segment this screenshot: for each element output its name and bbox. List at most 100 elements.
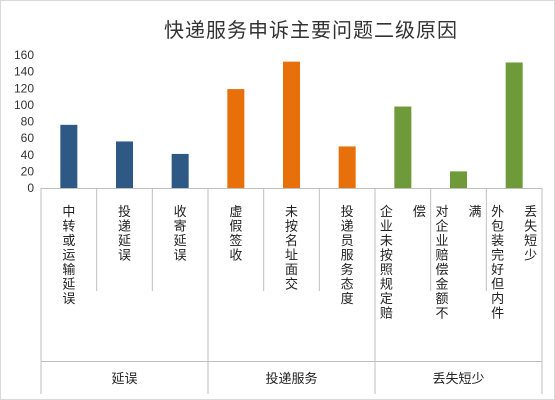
svg-text:收: 收 bbox=[174, 205, 187, 220]
svg-text:投: 投 bbox=[118, 204, 131, 220]
svg-text:延: 延 bbox=[118, 234, 131, 249]
svg-text:未: 未 bbox=[380, 234, 393, 249]
chart-title: 快递服务申诉主要问题二级原因 bbox=[164, 18, 458, 42]
svg-text:延: 延 bbox=[174, 234, 187, 249]
bar bbox=[394, 106, 412, 188]
svg-text:外: 外 bbox=[491, 205, 504, 220]
group-labels: 延误 投递服务 丢失短少 bbox=[111, 371, 484, 387]
svg-text:员: 员 bbox=[341, 234, 354, 249]
svg-text:输: 输 bbox=[62, 262, 75, 278]
bar bbox=[116, 141, 133, 188]
svg-text:照: 照 bbox=[380, 263, 393, 278]
svg-text:偿: 偿 bbox=[413, 205, 426, 220]
y-axis: 0 20 40 60 80 100 120 140 160 bbox=[14, 48, 34, 195]
svg-text:递: 递 bbox=[118, 220, 131, 235]
bars bbox=[60, 61, 523, 189]
category-labels: 中转或运输延误投递延误收寄延误虚假签收未按名址面交投递员服务态度企业未按照规定赔… bbox=[62, 204, 537, 322]
svg-text:对: 对 bbox=[435, 205, 448, 220]
bar bbox=[227, 89, 245, 188]
group-label: 延误 bbox=[111, 372, 137, 387]
svg-text:投: 投 bbox=[341, 204, 354, 220]
svg-text:好: 好 bbox=[491, 263, 504, 278]
svg-text:偿: 偿 bbox=[435, 263, 448, 278]
bar bbox=[338, 146, 356, 188]
svg-text:丢: 丢 bbox=[524, 205, 537, 220]
svg-text:递: 递 bbox=[341, 220, 354, 235]
svg-text:寄: 寄 bbox=[174, 219, 187, 235]
y-tick-label: 40 bbox=[21, 148, 35, 162]
svg-text:名: 名 bbox=[285, 233, 298, 249]
svg-text:态: 态 bbox=[341, 278, 354, 293]
svg-text:赔: 赔 bbox=[435, 249, 448, 264]
svg-text:误: 误 bbox=[174, 249, 187, 264]
svg-text:交: 交 bbox=[285, 277, 298, 293]
svg-text:延: 延 bbox=[62, 278, 75, 293]
svg-text:企: 企 bbox=[435, 219, 448, 235]
svg-text:短: 短 bbox=[524, 234, 537, 249]
svg-text:失: 失 bbox=[524, 220, 537, 235]
svg-text:赔: 赔 bbox=[380, 307, 393, 322]
y-tick-label: 120 bbox=[14, 81, 34, 95]
svg-text:务: 务 bbox=[341, 262, 354, 278]
group-label: 丢失短少 bbox=[432, 372, 484, 387]
svg-text:误: 误 bbox=[118, 249, 131, 264]
svg-text:运: 运 bbox=[62, 249, 75, 264]
bar bbox=[283, 61, 300, 188]
svg-text:完: 完 bbox=[491, 249, 504, 264]
svg-text:或: 或 bbox=[62, 234, 75, 249]
svg-text:业: 业 bbox=[380, 220, 393, 235]
svg-text:虚: 虚 bbox=[229, 205, 242, 220]
svg-text:满: 满 bbox=[468, 205, 481, 220]
svg-text:但: 但 bbox=[491, 278, 504, 293]
y-tick-label: 160 bbox=[14, 48, 34, 62]
svg-text:未: 未 bbox=[285, 205, 298, 220]
svg-text:件: 件 bbox=[491, 307, 504, 322]
svg-text:转: 转 bbox=[62, 220, 75, 235]
bar bbox=[171, 153, 189, 188]
svg-text:额: 额 bbox=[435, 292, 448, 307]
svg-text:不: 不 bbox=[435, 307, 448, 322]
svg-text:址: 址 bbox=[285, 249, 298, 264]
svg-text:收: 收 bbox=[229, 249, 242, 264]
bar bbox=[60, 124, 78, 188]
group-label: 投递服务 bbox=[265, 371, 317, 387]
svg-text:服: 服 bbox=[341, 249, 354, 264]
svg-text:业: 业 bbox=[435, 234, 448, 249]
svg-text:金: 金 bbox=[435, 277, 448, 293]
y-tick-label: 0 bbox=[27, 181, 34, 195]
svg-text:少: 少 bbox=[524, 249, 537, 264]
svg-text:假: 假 bbox=[229, 220, 242, 235]
svg-text:内: 内 bbox=[491, 291, 504, 307]
svg-text:中: 中 bbox=[62, 205, 75, 220]
y-tick-label: 100 bbox=[14, 98, 34, 112]
y-tick-label: 60 bbox=[21, 131, 35, 145]
bar bbox=[505, 62, 523, 189]
x-axis bbox=[40, 188, 543, 394]
svg-text:企: 企 bbox=[380, 204, 393, 220]
svg-text:按: 按 bbox=[380, 249, 393, 264]
svg-text:定: 定 bbox=[380, 292, 393, 307]
y-tick-label: 80 bbox=[21, 115, 35, 129]
svg-text:误: 误 bbox=[62, 292, 75, 307]
svg-text:面: 面 bbox=[285, 263, 298, 278]
svg-text:按: 按 bbox=[285, 220, 298, 235]
svg-text:包: 包 bbox=[491, 220, 504, 235]
y-tick-label: 20 bbox=[21, 164, 35, 178]
svg-text:度: 度 bbox=[341, 291, 354, 307]
svg-text:签: 签 bbox=[229, 233, 242, 249]
svg-text:规: 规 bbox=[380, 278, 393, 293]
svg-text:装: 装 bbox=[491, 234, 504, 249]
y-tick-label: 140 bbox=[14, 65, 34, 79]
bar bbox=[450, 171, 467, 188]
